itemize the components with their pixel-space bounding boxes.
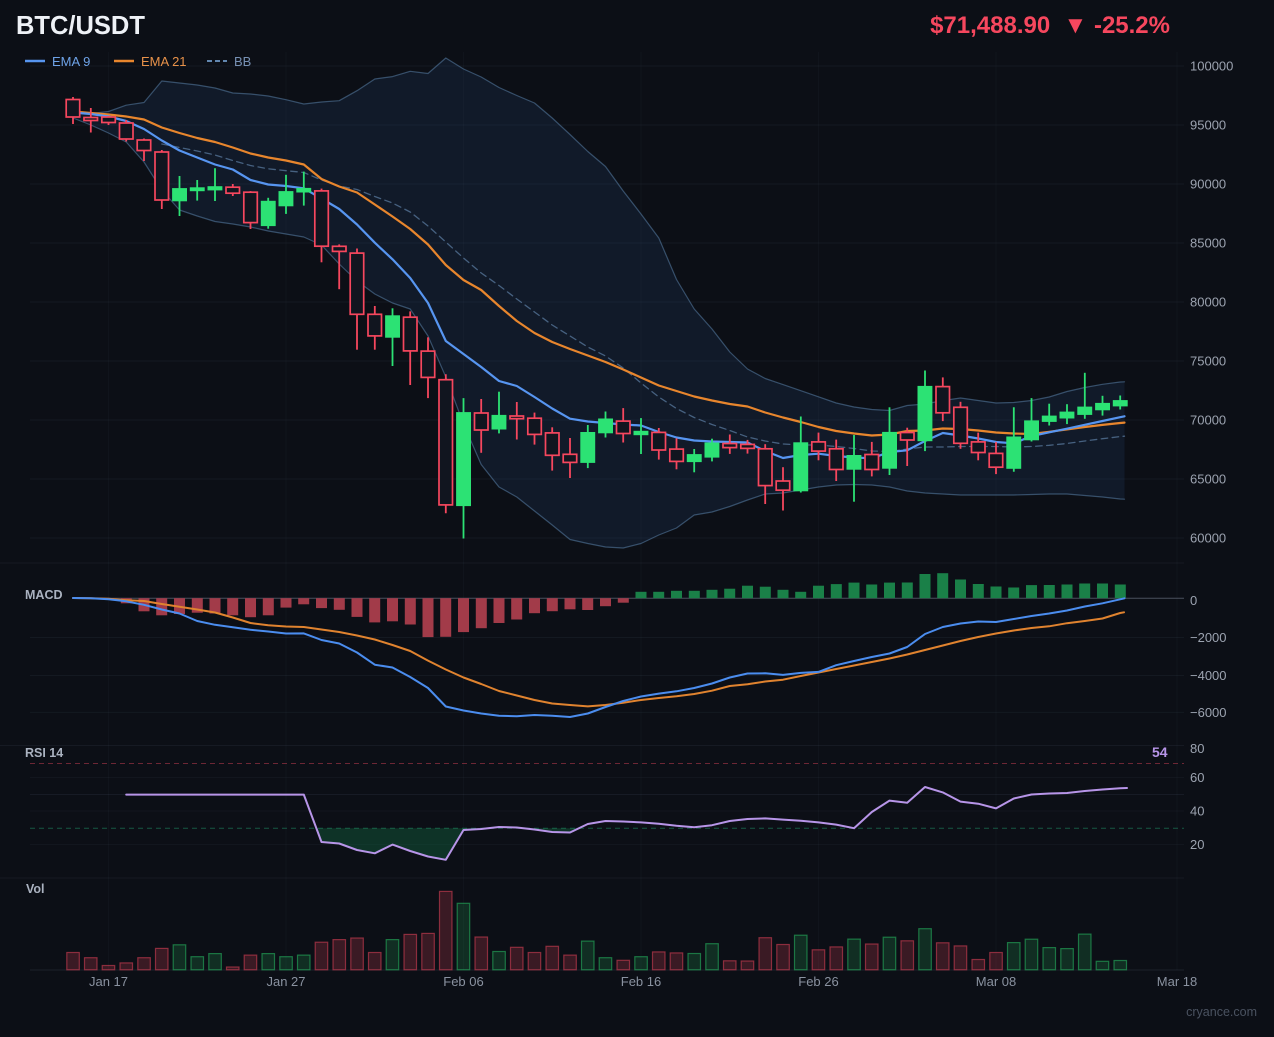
svg-text:MACD: MACD	[25, 588, 63, 602]
svg-text:Feb 26: Feb 26	[798, 974, 838, 989]
svg-text:0: 0	[1190, 593, 1197, 608]
svg-text:$71,488.90 ▼ -25.2%: $71,488.90 ▼ -25.2%	[930, 12, 1170, 39]
svg-text:20: 20	[1190, 837, 1204, 852]
svg-text:60: 60	[1190, 770, 1204, 785]
svg-text:90000: 90000	[1190, 177, 1226, 192]
svg-text:70000: 70000	[1190, 413, 1226, 428]
svg-text:100000: 100000	[1190, 59, 1233, 74]
svg-text:80000: 80000	[1190, 295, 1226, 310]
svg-text:Mar 18: Mar 18	[1157, 974, 1197, 989]
svg-text:80: 80	[1190, 741, 1204, 756]
svg-text:−6000: −6000	[1190, 705, 1227, 720]
svg-text:−2000: −2000	[1190, 630, 1227, 645]
svg-text:75000: 75000	[1190, 354, 1226, 369]
svg-text:Jan 27: Jan 27	[266, 974, 305, 989]
svg-text:65000: 65000	[1190, 472, 1226, 487]
svg-text:−4000: −4000	[1190, 668, 1227, 683]
svg-text:Vol: Vol	[26, 882, 45, 896]
svg-text:RSI 14: RSI 14	[25, 746, 63, 760]
svg-text:54: 54	[1152, 744, 1168, 760]
svg-text:85000: 85000	[1190, 236, 1226, 251]
svg-text:95000: 95000	[1190, 118, 1226, 133]
svg-text:EMA 21: EMA 21	[141, 54, 187, 69]
svg-text:Feb 06: Feb 06	[443, 974, 483, 989]
svg-text:Jan 17: Jan 17	[89, 974, 128, 989]
svg-text:BTC/USDT: BTC/USDT	[16, 12, 145, 40]
svg-text:40: 40	[1190, 804, 1204, 819]
svg-text:BB: BB	[234, 54, 251, 69]
svg-text:Mar 08: Mar 08	[976, 974, 1016, 989]
svg-text:EMA 9: EMA 9	[52, 54, 90, 69]
svg-text:60000: 60000	[1190, 531, 1226, 546]
svg-text:cryance.com: cryance.com	[1186, 1005, 1257, 1019]
svg-text:Feb 16: Feb 16	[621, 974, 661, 989]
